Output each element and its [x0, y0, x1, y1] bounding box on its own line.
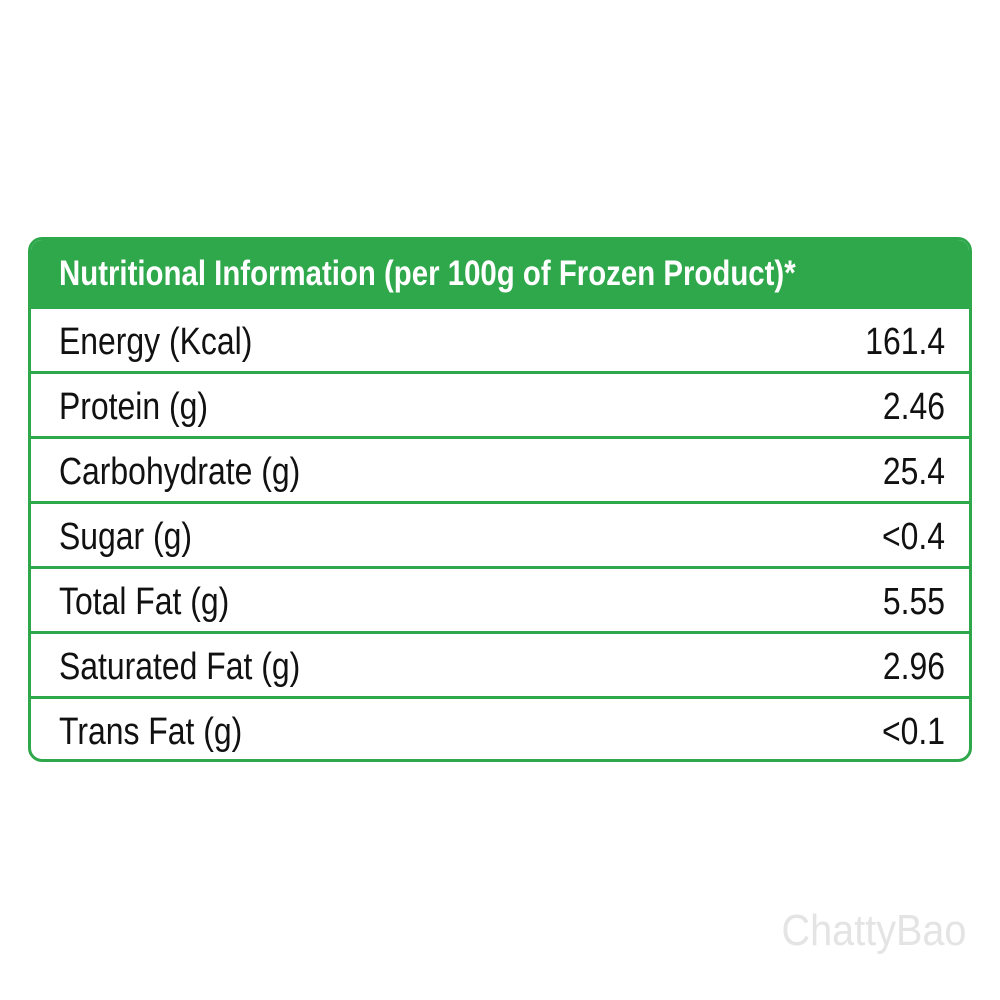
nutrient-value: <0.1: [881, 711, 945, 753]
table-row: Saturated Fat (g) 2.96: [31, 631, 969, 696]
nutrient-name: Carbohydrate (g): [59, 451, 301, 493]
table-title: Nutritional Information (per 100g of Fro…: [59, 254, 796, 293]
table-row: Carbohydrate (g) 25.4: [31, 436, 969, 501]
nutrient-name: Energy (Kcal): [59, 321, 253, 363]
table-row: Trans Fat (g) <0.1: [31, 696, 969, 759]
nutrient-name: Protein (g): [59, 386, 209, 428]
nutrient-name: Saturated Fat (g): [59, 646, 301, 688]
nutrient-value: 5.55: [882, 581, 945, 623]
nutrient-value: 2.46: [882, 386, 945, 428]
nutrient-name: Trans Fat (g): [59, 711, 243, 753]
nutrient-name: Total Fat (g): [59, 581, 230, 623]
nutrient-value: <0.4: [881, 516, 945, 558]
table-row: Energy (Kcal) 161.4: [31, 306, 969, 371]
nutrient-name: Sugar (g): [59, 516, 193, 558]
table-body: Energy (Kcal) 161.4 Protein (g) 2.46 Carbohy…: [31, 306, 969, 759]
table-row: Protein (g) 2.46: [31, 371, 969, 436]
watermark: ChattyBao: [781, 906, 966, 955]
table-row: Total Fat (g) 5.55: [31, 566, 969, 631]
nutrition-table: Nutritional Information (per 100g of Fro…: [28, 237, 972, 762]
table-row: Sugar (g) <0.4: [31, 501, 969, 566]
table-header: Nutritional Information (per 100g of Fro…: [31, 240, 969, 306]
nutrient-value: 25.4: [882, 451, 945, 493]
nutrient-value: 161.4: [865, 321, 945, 363]
nutrient-value: 2.96: [882, 646, 945, 688]
